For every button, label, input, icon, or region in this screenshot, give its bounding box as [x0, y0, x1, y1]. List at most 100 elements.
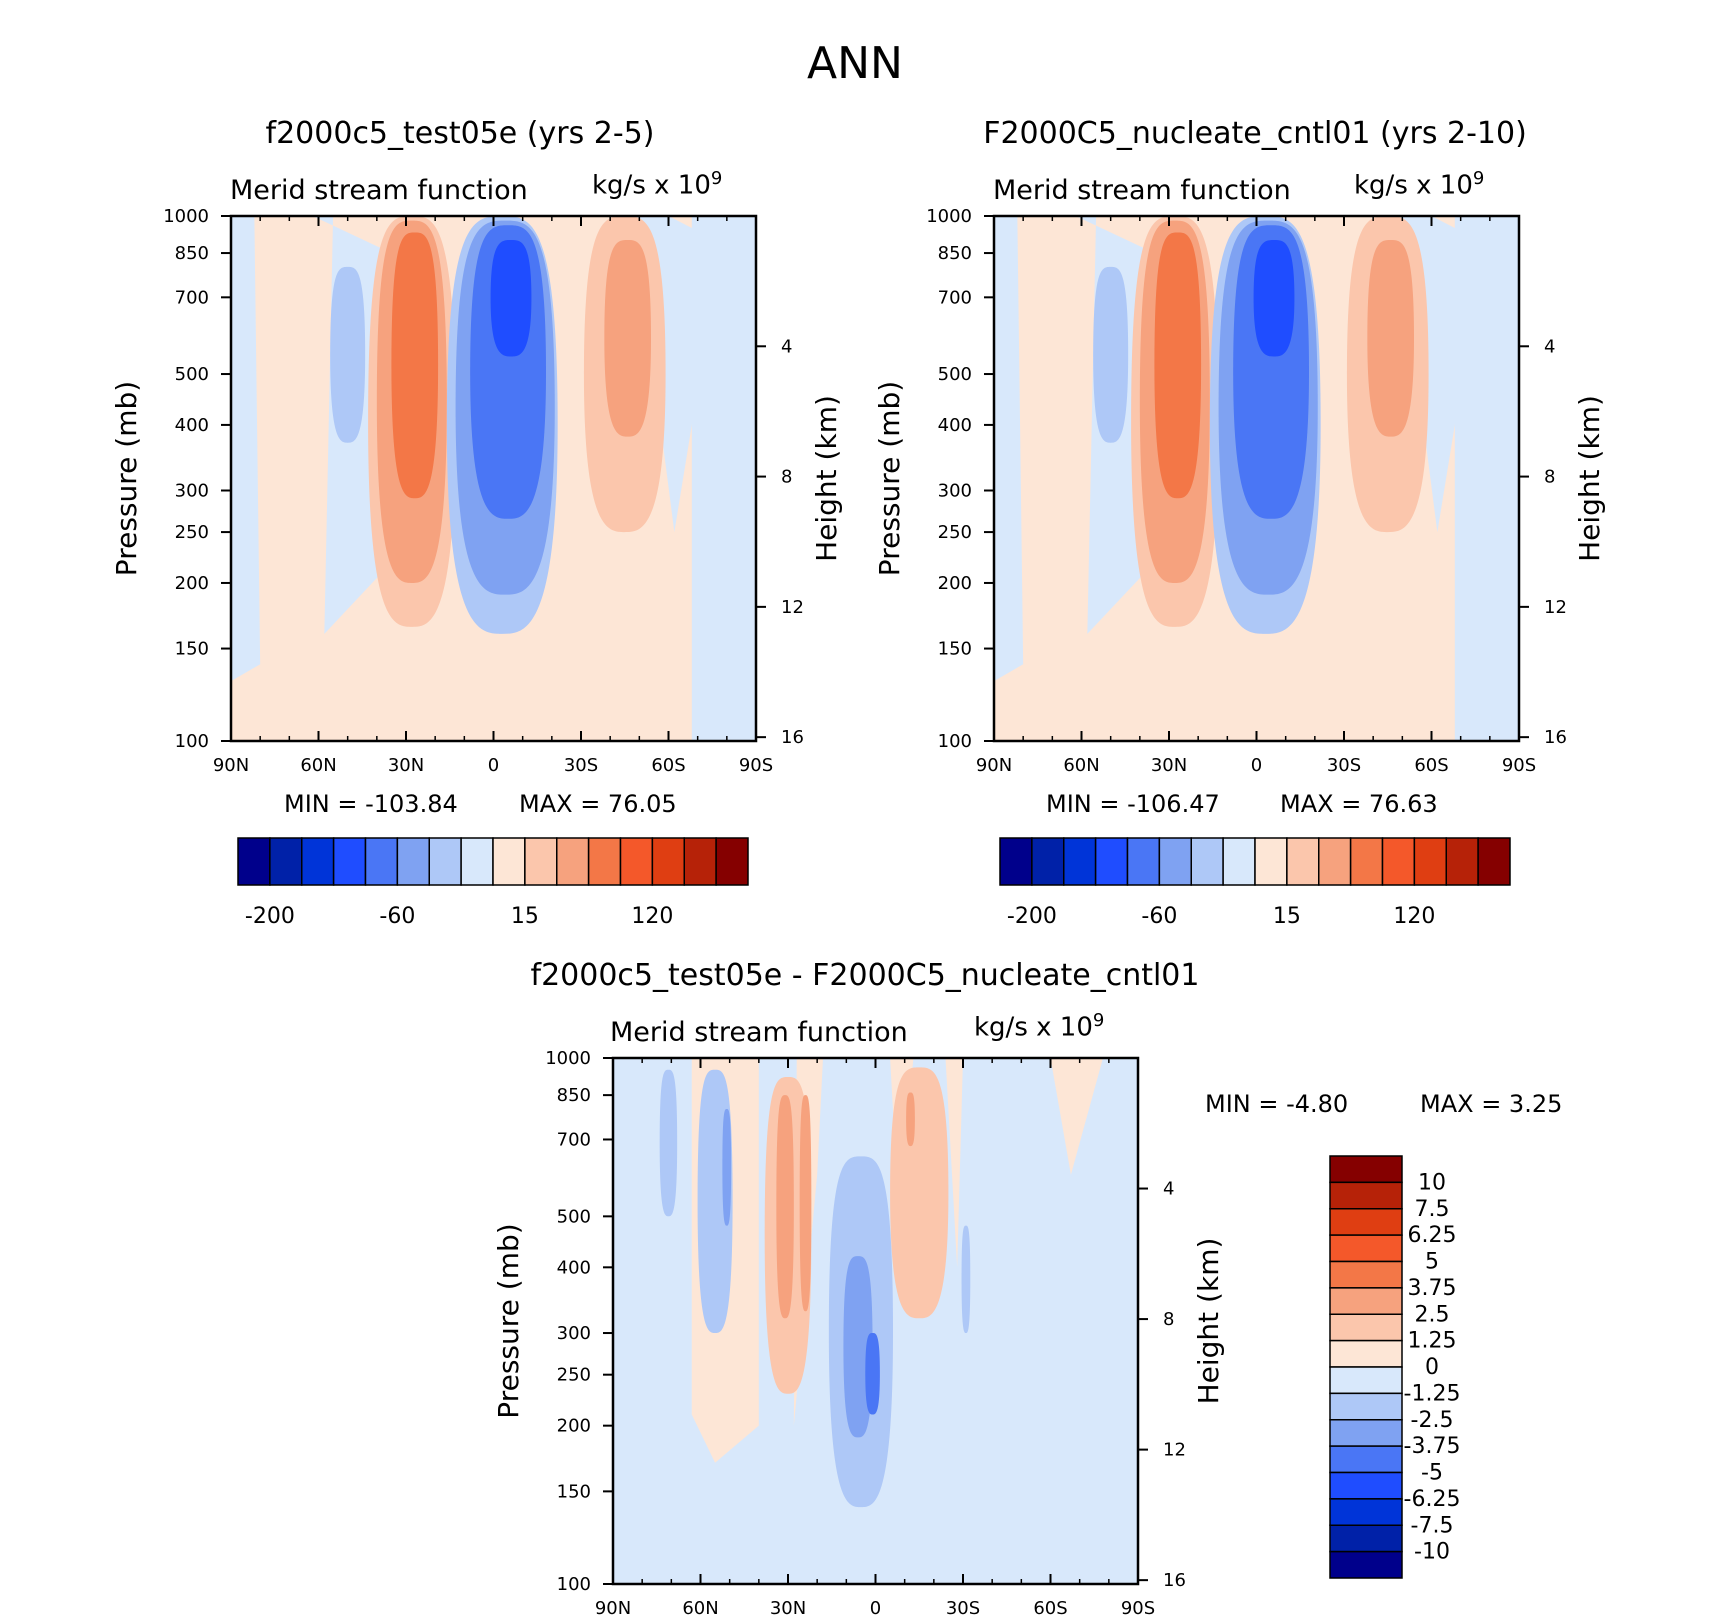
- y-tick-label: 250: [175, 522, 209, 543]
- colorbar-tick-label: 10: [1418, 1170, 1446, 1195]
- y-tick-label: 400: [175, 415, 209, 436]
- colorbar-tick-label: 1.25: [1408, 1329, 1457, 1354]
- contour-nh-hadley-3: [391, 232, 439, 499]
- plot3-field-label: Merid stream function: [610, 1017, 908, 1048]
- colorbar-swatch: [1126, 837, 1161, 886]
- y-tick-label: 500: [938, 364, 972, 385]
- contour-nh-ferrel: [330, 266, 366, 443]
- colorbar-swatch: [619, 837, 654, 886]
- x-tick-label: 30N: [388, 755, 424, 776]
- colorbar-swatch: [1329, 1366, 1403, 1395]
- x-tick-label: 90N: [213, 755, 249, 776]
- contour-pos-e: [906, 1092, 915, 1147]
- y-tick-label: 300: [557, 1323, 591, 1344]
- contour-neg-a: [659, 1069, 678, 1217]
- y-tick-label: 700: [557, 1129, 591, 1150]
- x-tick-label: 30N: [1151, 755, 1187, 776]
- x-tick-label: 90N: [976, 755, 1012, 776]
- colorbar-tick-label: -1.25: [1404, 1381, 1461, 1406]
- colorbar-swatch: [1329, 1339, 1403, 1368]
- colorbar-swatch: [428, 837, 462, 886]
- colorbar-swatch: [1063, 837, 1097, 886]
- y2-axis-label: Height (km): [1192, 1238, 1225, 1405]
- x-tick-label: 90S: [739, 755, 773, 776]
- x-tick-label: 60N: [682, 1598, 718, 1619]
- plot1-units: kg/s x 109: [592, 168, 723, 201]
- plot3-min: MIN = -4.80: [1205, 1090, 1349, 1118]
- colorbar-swatch: [1318, 837, 1352, 886]
- colorbar-tick-label: 15: [511, 904, 539, 929]
- colorbar-swatch: [1254, 837, 1288, 886]
- colorbar-swatch: [1329, 1445, 1403, 1474]
- contour-sh-hadley-4: [1253, 240, 1295, 357]
- plot3-contour-panel: 90N 60N 30N 0 30S 60S 90S 100 150 200 250 300 400 500…: [492, 1048, 1225, 1619]
- colorbar-swatch: [1329, 1550, 1403, 1579]
- plot2-min: MIN = -106.47: [1046, 790, 1220, 818]
- y-tick-label: 850: [938, 243, 972, 264]
- colorbar-swatch: [1329, 1155, 1403, 1184]
- y2-axis-label: Height (km): [810, 395, 843, 562]
- colorbar-swatch: [1031, 837, 1065, 886]
- x-tick-label: 60S: [1033, 1598, 1067, 1619]
- colorbar-swatch: [715, 837, 749, 886]
- plot1-max: MAX = 76.05: [519, 790, 677, 818]
- colorbar-tick-label: -2.5: [1411, 1408, 1454, 1433]
- x-tick-label: 0: [488, 755, 499, 776]
- y-tick-label: 1000: [163, 206, 209, 227]
- colorbar-swatch: [1413, 837, 1447, 886]
- colorbar-swatch: [364, 837, 399, 886]
- y2-tick-label: 4: [781, 336, 792, 357]
- x-tick-label: 60S: [651, 755, 685, 776]
- colorbar-swatch: [1445, 837, 1479, 886]
- colorbar-swatch: [1349, 837, 1384, 886]
- y-tick-label: 150: [175, 639, 209, 660]
- colorbar-swatch: [1329, 1260, 1403, 1289]
- colorbar-swatch: [1329, 1287, 1403, 1315]
- y2-tick-label: 16: [1544, 727, 1567, 748]
- colorbar-swatch: [651, 837, 685, 886]
- x-tick-label: 30S: [1327, 755, 1361, 776]
- colorbar-tick-label: -60: [1141, 904, 1177, 929]
- colorbar-tick-label: -60: [379, 904, 415, 929]
- colorbar-swatch: [1329, 1498, 1403, 1526]
- colorbar-tick-label: 7.5: [1415, 1197, 1450, 1222]
- x-tick-label: 30S: [564, 755, 598, 776]
- x-tick-label: 30N: [770, 1598, 806, 1619]
- colorbar-swatch: [237, 837, 271, 886]
- colorbar-swatch: [556, 837, 590, 886]
- contour-nh-hadley-3: [1154, 232, 1202, 499]
- contour-nh-ferrel: [1093, 266, 1129, 443]
- colorbar-tick-label: -7.5: [1411, 1513, 1454, 1538]
- colorbar-swatch: [1329, 1208, 1403, 1236]
- y-tick-label: 700: [938, 287, 972, 308]
- x-tick-label: 90N: [595, 1598, 631, 1619]
- colorbar-swatch: [1329, 1313, 1403, 1342]
- figure-title: ANN: [807, 38, 903, 89]
- y-axis-label: Pressure (mb): [873, 381, 906, 576]
- y2-tick-label: 12: [1544, 597, 1567, 618]
- plot1-title: f2000c5_test05e (yrs 2-5): [265, 116, 655, 151]
- y2-tick-label: 16: [781, 727, 804, 748]
- colorbar-swatch: [269, 837, 303, 886]
- contour-pos-b: [776, 1095, 794, 1319]
- y-tick-label: 100: [175, 731, 209, 752]
- x-tick-label: 60S: [1414, 755, 1448, 776]
- colorbar-swatch: [1094, 837, 1129, 886]
- colorbar-tick-label: 15: [1273, 904, 1301, 929]
- y-tick-label: 300: [938, 481, 972, 502]
- colorbar-tick-label: 3.75: [1408, 1276, 1457, 1301]
- contour-sh-hadley-4: [490, 240, 532, 357]
- colorbar-swatch: [1329, 1524, 1403, 1553]
- y2-tick-label: 8: [1544, 467, 1555, 488]
- colorbar-tick-label: -6.25: [1404, 1487, 1461, 1512]
- y-tick-label: 400: [938, 415, 972, 436]
- x-tick-label: 60N: [300, 755, 336, 776]
- y-tick-label: 300: [175, 481, 209, 502]
- plot1-min: MIN = -103.84: [284, 790, 458, 818]
- plot1-field-label: Merid stream function: [230, 175, 528, 206]
- colorbar-tick-label: 6.25: [1408, 1223, 1457, 1248]
- plot2-units: kg/s x 109: [1354, 168, 1485, 201]
- colorbar-swatch: [524, 837, 558, 886]
- plot2-colorbar: -200 -60 15 120: [999, 837, 1511, 929]
